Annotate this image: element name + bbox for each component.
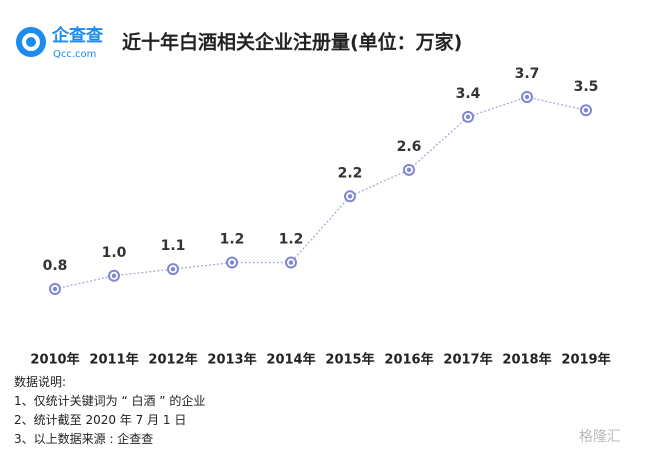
point-dot	[288, 260, 294, 265]
x-tick-label: 2014年	[266, 352, 315, 368]
x-tick-label: 2018年	[502, 352, 551, 368]
point-dot	[229, 260, 235, 265]
value-label: 3.4	[456, 86, 481, 102]
value-label: 1.1	[161, 238, 186, 254]
x-tick-label: 2010年	[30, 352, 79, 368]
note-item: 3、以上数据来源 : 企查查	[14, 432, 154, 446]
x-tick-label: 2015年	[325, 352, 374, 368]
logo-name: 企查查	[51, 25, 104, 46]
note-item: 2、统计截至 2020 年 7 月 1 日	[14, 413, 187, 427]
watermark: 格隆汇	[579, 429, 621, 445]
notes-heading: 数据说明:	[14, 375, 67, 389]
point-dot	[347, 194, 353, 199]
notes: 数据说明: 1、仅统计关键词为 “ 白酒 ” 的企业 2、统计截至 2020 年…	[14, 373, 205, 449]
x-tick-label: 2017年	[443, 352, 492, 368]
point-dot	[465, 114, 471, 120]
note-item: 1、仅统计关键词为 “ 白酒 ” 的企业	[14, 394, 206, 408]
point-dot	[524, 94, 530, 100]
value-label: 3.5	[574, 79, 599, 95]
chart-title: 近十年白酒相关企业注册量(单位：万家)	[122, 31, 462, 54]
point-dot	[583, 108, 589, 113]
point-dot	[52, 286, 58, 292]
x-tick-label: 2011年	[89, 352, 138, 368]
logo-domain: Qcc.com	[53, 49, 96, 60]
value-label: 1.2	[279, 232, 304, 248]
value-label: 3.7	[515, 66, 540, 82]
x-tick-label: 2013年	[207, 352, 256, 368]
logo-icon-ring	[22, 33, 40, 51]
point-dot	[170, 266, 176, 272]
x-tick-label: 2019年	[561, 352, 610, 368]
x-tick-label: 2012年	[148, 352, 197, 368]
value-label: 1.2	[220, 232, 245, 248]
value-label: 1.0	[102, 245, 127, 261]
point-dot	[111, 273, 117, 278]
point-dot	[406, 167, 412, 173]
logo-icon	[16, 27, 46, 57]
line	[54, 96, 587, 290]
value-label: 2.2	[338, 165, 363, 181]
value-label: 2.6	[397, 139, 422, 155]
x-tick-label: 2016年	[384, 352, 433, 368]
value-label: 0.8	[43, 258, 68, 274]
